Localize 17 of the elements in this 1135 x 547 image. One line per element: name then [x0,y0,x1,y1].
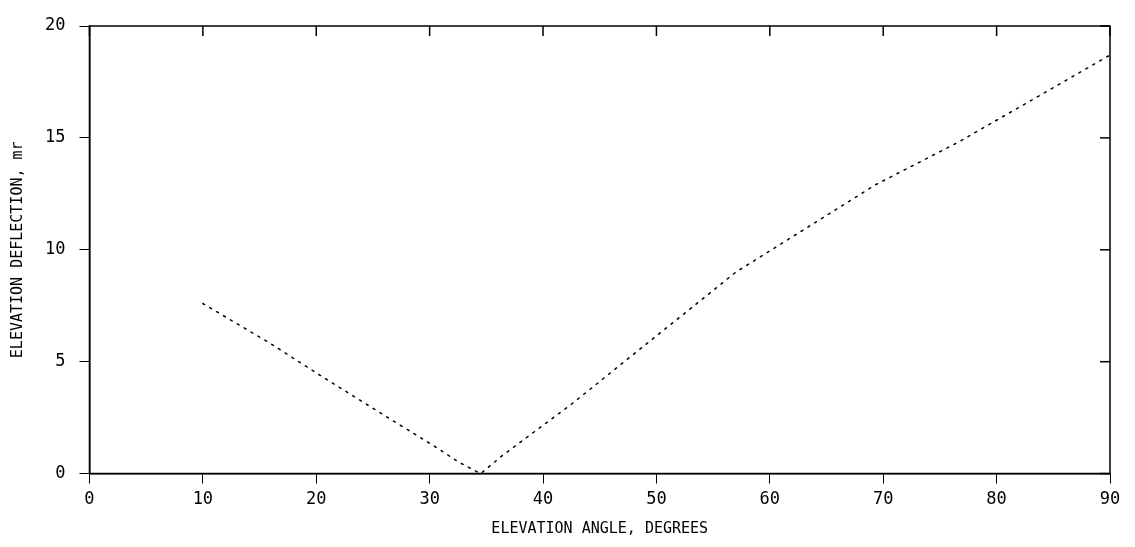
x-tick-label: 20 [306,488,327,509]
y-tick-label: 15 [44,126,66,147]
y-tick-label: 20 [44,14,66,35]
y-tick-label: 5 [55,350,66,371]
y-tick-label: 10 [44,238,66,259]
x-axis-title: ELEVATION ANGLE, DEGREES [491,518,709,537]
x-tick-label: 50 [646,488,667,509]
y-tick-label: 0 [55,462,66,483]
y-axis-title: ELEVATION DEFLECTION, mr [7,141,26,359]
x-tick-label: 40 [532,488,554,509]
x-tick-label: 30 [419,488,440,509]
x-tick-label: 80 [986,488,1007,509]
x-tick-label: 0 [84,488,95,509]
x-tick-label: 10 [192,488,214,509]
x-tick-label: 60 [759,488,781,509]
x-tick-label: 70 [872,488,894,509]
x-tick-label: 90 [1099,488,1121,509]
